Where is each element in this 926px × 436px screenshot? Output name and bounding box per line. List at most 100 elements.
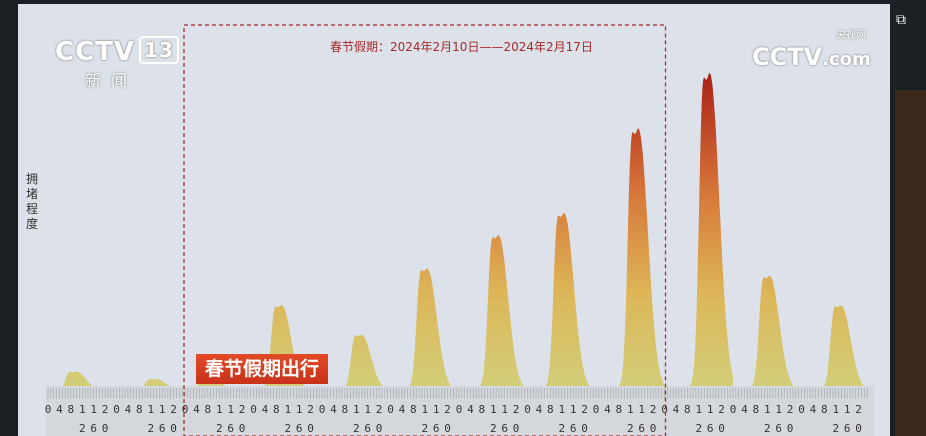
- x-tick-label: 1: [433, 403, 440, 416]
- x-tick-label: 6: [364, 422, 371, 435]
- x-tick-label: 8: [479, 403, 486, 416]
- day-area-6: [459, 235, 528, 390]
- x-tick-label: 4: [604, 403, 611, 416]
- x-tick-label: 4: [673, 403, 680, 416]
- x-tick-label: 2: [695, 422, 702, 435]
- x-tick-label: 1: [558, 403, 565, 416]
- x-tick-label: 6: [433, 422, 440, 435]
- x-tick-label: 4: [810, 403, 817, 416]
- x-tick-label: 6: [227, 422, 234, 435]
- x-tick-label: 1: [490, 403, 497, 416]
- x-tick-label: 6: [707, 422, 714, 435]
- x-tick-label: 2: [764, 422, 771, 435]
- x-tick-label: 1: [775, 403, 782, 416]
- x-tick-label: 2: [855, 403, 862, 416]
- x-tick-label: 1: [216, 403, 223, 416]
- x-tick-label: 4: [536, 403, 543, 416]
- x-tick-label: 2: [650, 403, 657, 416]
- day-area-9: [664, 72, 733, 391]
- x-tick-label: 1: [638, 403, 645, 416]
- x-tick-label: 2: [239, 403, 246, 416]
- x-tick-label: 1: [159, 403, 166, 416]
- day-area-8: [596, 128, 665, 390]
- day-area-0: [48, 371, 117, 390]
- x-tick-label: 2: [581, 403, 588, 416]
- x-tick-label: 6: [844, 422, 851, 435]
- picture-in-picture-icon[interactable]: ⧉: [896, 12, 906, 28]
- x-tick-label: 0: [45, 403, 52, 416]
- x-tick-label: 1: [90, 403, 97, 416]
- x-tick-label: 4: [467, 403, 474, 416]
- x-tick-label: 8: [684, 403, 691, 416]
- x-tick-label: 0: [718, 422, 725, 435]
- x-tick-label: 2: [832, 422, 839, 435]
- x-tick-label: 1: [364, 403, 371, 416]
- x-tick-label: 1: [421, 403, 428, 416]
- x-tick-label: 0: [661, 403, 668, 416]
- x-tick-label: 0: [376, 422, 383, 435]
- side-graphic: [895, 90, 926, 436]
- x-tick-label: 0: [798, 403, 805, 416]
- x-tick-label: 2: [353, 422, 360, 435]
- x-tick-label: 2: [490, 422, 497, 435]
- x-tick-label: 8: [821, 403, 828, 416]
- day-area-10: [733, 275, 802, 390]
- cctv-com-logo: CCTV.com 央视网: [752, 30, 871, 71]
- day-area-11: [801, 305, 870, 390]
- x-tick-label: 2: [102, 403, 109, 416]
- x-tick-label: 8: [616, 403, 623, 416]
- x-tick-label: 0: [387, 403, 394, 416]
- x-tick-label: 0: [102, 422, 109, 435]
- x-tick-label: 6: [159, 422, 166, 435]
- x-tick-label: 0: [524, 403, 531, 416]
- x-tick-label: 8: [273, 403, 280, 416]
- x-tick-label: 8: [68, 403, 75, 416]
- x-tick-label: 0: [170, 422, 177, 435]
- x-tick-label: 8: [205, 403, 212, 416]
- day-area-5: [390, 268, 459, 390]
- x-tick-label: 8: [547, 403, 554, 416]
- x-tick-label: 2: [307, 403, 314, 416]
- x-tick-label: 1: [832, 403, 839, 416]
- x-tick-label: 4: [330, 403, 337, 416]
- x-tick-label: 0: [513, 422, 520, 435]
- x-tick-label: 1: [501, 403, 508, 416]
- x-tick-label: 2: [376, 403, 383, 416]
- x-tick-label: 2: [627, 422, 634, 435]
- x-tick-label: 0: [444, 422, 451, 435]
- cctv13-logo: CCTV 13 新闻: [55, 36, 179, 91]
- x-tick-label: 1: [296, 403, 303, 416]
- x-tick-label: 0: [182, 403, 189, 416]
- x-tick-label: 2: [170, 403, 177, 416]
- x-tick-label: 0: [319, 403, 326, 416]
- x-tick-label: 2: [79, 422, 86, 435]
- x-tick-label: 1: [707, 403, 714, 416]
- x-tick-label: 2: [421, 422, 428, 435]
- x-tick-label: 0: [730, 403, 737, 416]
- x-tick-label: 4: [193, 403, 200, 416]
- x-tick-label: 2: [444, 403, 451, 416]
- x-tick-label: 4: [399, 403, 406, 416]
- x-tick-label: 6: [638, 422, 645, 435]
- x-tick-label: 6: [570, 422, 577, 435]
- x-tick-label: 0: [593, 403, 600, 416]
- x-tick-label: 2: [558, 422, 565, 435]
- x-tick-label: 4: [262, 403, 269, 416]
- x-tick-label: 1: [627, 403, 634, 416]
- x-tick-label: 8: [136, 403, 143, 416]
- x-tick-label: 2: [216, 422, 223, 435]
- x-tick-label: 0: [787, 422, 794, 435]
- x-tick-label: 2: [284, 422, 291, 435]
- x-tick-label: 2: [513, 403, 520, 416]
- x-tick-label: 6: [775, 422, 782, 435]
- x-tick-label: 8: [342, 403, 349, 416]
- x-tick-label: 8: [753, 403, 760, 416]
- x-tick-label: 0: [250, 403, 257, 416]
- x-tick-label: 1: [147, 403, 154, 416]
- x-tick-label: 0: [456, 403, 463, 416]
- x-tick-label: 0: [581, 422, 588, 435]
- y-axis-label: 拥堵程度: [26, 172, 39, 231]
- x-tick-label: 4: [125, 403, 132, 416]
- x-tick-label: 2: [718, 403, 725, 416]
